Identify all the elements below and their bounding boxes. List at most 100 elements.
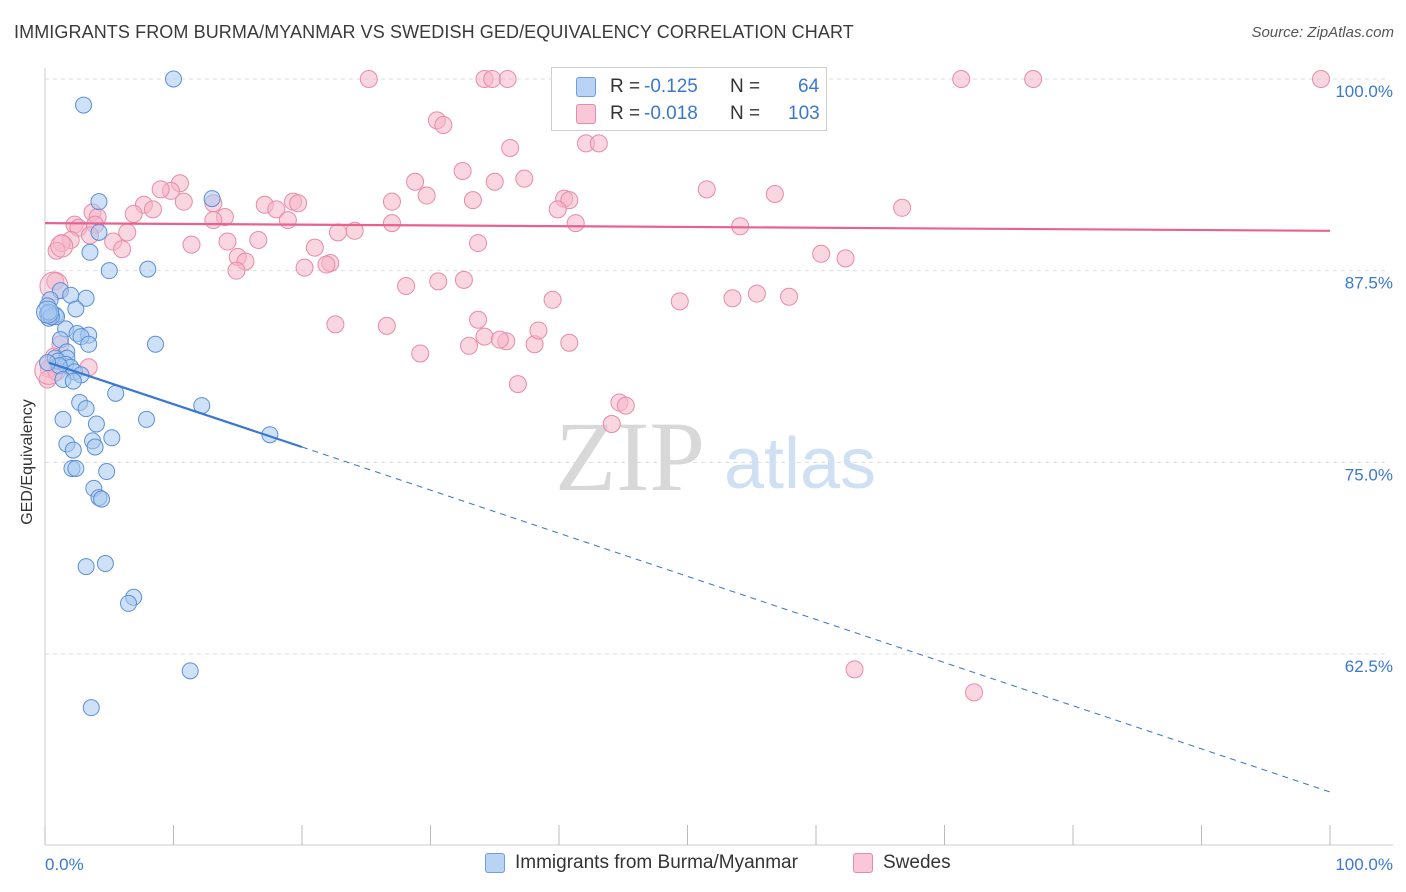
burma-point <box>67 300 85 318</box>
swedes-point <box>359 70 378 88</box>
swedes-point <box>893 198 912 217</box>
burma-point <box>54 410 72 428</box>
swedes-point <box>204 211 223 230</box>
swedes-point <box>566 214 585 233</box>
stats-r-label: R = <box>610 76 641 97</box>
stats-n-value: 103 <box>788 103 820 124</box>
swedes-point <box>469 234 488 253</box>
swedes-point <box>1024 70 1043 88</box>
grid-lines <box>45 78 1385 655</box>
y-axis-label: GED/Equivalency <box>19 399 36 525</box>
swedes-point <box>326 315 345 334</box>
legend-item-swedes[interactable]: Swedes <box>853 852 951 874</box>
stats-box: R = -0.125 N = 64 R = -0.018 N = 103 <box>551 67 827 131</box>
watermark-zip: ZIP <box>555 401 705 512</box>
swedes-point <box>227 261 246 280</box>
swedes-point <box>174 192 193 211</box>
swedes-point <box>765 185 784 203</box>
swedes-point <box>460 336 479 355</box>
swedes-point <box>182 235 201 254</box>
swedes-point <box>1312 70 1331 88</box>
swedes-point <box>406 172 425 191</box>
swedes-point <box>845 660 864 679</box>
swedes-point <box>469 310 488 329</box>
stats-swatch-blue <box>576 77 596 97</box>
burma-point <box>98 463 116 481</box>
source-credit: Source: ZipAtlas.com <box>1251 24 1394 41</box>
swedes-point <box>317 255 336 274</box>
y-tick-label: 75.0% <box>1345 465 1393 484</box>
legend-label-swedes: Swedes <box>883 852 951 873</box>
swedes-point <box>498 70 517 88</box>
swedes-point <box>475 327 494 346</box>
burma-point <box>64 372 82 390</box>
swedes-point <box>50 234 74 258</box>
swedes-point <box>434 116 453 134</box>
burma-point <box>165 70 182 88</box>
swedes-point <box>508 375 527 394</box>
swedes-point <box>780 287 799 306</box>
swedes-point <box>543 290 562 309</box>
swedes-point <box>345 221 364 240</box>
burma-point <box>67 459 85 477</box>
swedes-point <box>560 333 579 352</box>
burma-point <box>86 438 104 456</box>
burma-point <box>93 490 111 508</box>
swedes-point <box>836 249 855 268</box>
burma-point <box>181 662 199 680</box>
swedes-point <box>529 321 548 340</box>
swedes-point <box>411 344 430 363</box>
swedes-point <box>463 191 482 210</box>
burma-point <box>90 193 108 211</box>
burma-point <box>100 262 118 280</box>
swedes-point <box>490 330 509 349</box>
burma-point <box>139 260 157 278</box>
burma-point <box>36 300 60 324</box>
y-tick-label: 87.5% <box>1345 274 1393 293</box>
swedes-point <box>429 272 448 291</box>
burma-point <box>80 335 98 353</box>
tick-labels: 62.5% 75.0% 87.5% 100.0% 0.0% 100.0% <box>45 82 1393 874</box>
burma-point <box>90 223 108 241</box>
swedes-point <box>267 200 286 219</box>
legend-swatch-blue <box>485 853 505 873</box>
burma-point <box>77 289 95 307</box>
swedes-point <box>602 415 621 433</box>
legend: Immigrants from Burma/Myanmar Swedes <box>0 848 1406 882</box>
swedes-point <box>548 200 567 219</box>
burma-point <box>203 190 221 208</box>
burma-trend-line <box>48 361 303 449</box>
burma-point <box>77 558 95 576</box>
burma-point <box>103 429 121 447</box>
swedes-trend-line <box>44 222 1331 232</box>
legend-item-burma[interactable]: Immigrants from Burma/Myanmar <box>485 852 798 874</box>
stats-n-value: 64 <box>798 76 820 97</box>
y-tick-label: 62.5% <box>1345 657 1393 676</box>
swedes-point <box>47 241 66 260</box>
swedes-point <box>289 194 308 213</box>
axes <box>44 68 1393 846</box>
burma-point <box>120 594 138 612</box>
swedes-point <box>453 162 472 180</box>
burma-point <box>64 441 82 459</box>
legend-label-burma: Immigrants from Burma/Myanmar <box>515 852 798 873</box>
stats-r-value: -0.125 <box>644 76 698 97</box>
swedes-point <box>124 204 143 223</box>
stats-swatch-pink <box>576 104 596 124</box>
swedes-point <box>151 180 170 199</box>
swedes-point <box>952 70 971 88</box>
stats-n-label: N = <box>730 103 761 124</box>
swedes-point <box>278 211 297 230</box>
swedes-point <box>515 169 534 188</box>
swedes-point <box>218 232 237 251</box>
burma-point <box>87 415 105 433</box>
stats-n-label: N = <box>730 76 761 97</box>
swedes-point <box>382 192 401 211</box>
swedes-point <box>295 258 314 277</box>
burma-trend-extension <box>301 446 1331 793</box>
burma-point <box>147 335 165 353</box>
swedes-point <box>143 200 162 219</box>
swedes-point <box>249 231 268 249</box>
trend-lines <box>44 222 1331 793</box>
swedes-point <box>965 683 984 702</box>
